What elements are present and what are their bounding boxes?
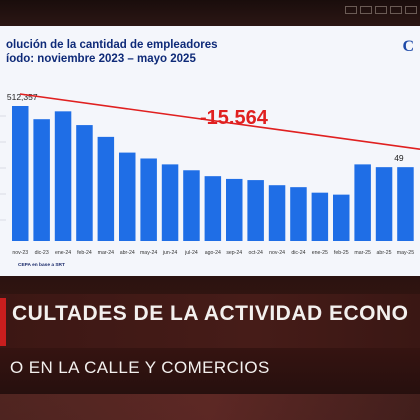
studio-top-strip <box>0 0 420 30</box>
first-value-label: 512,357 <box>7 92 38 102</box>
chart-bar <box>97 136 115 241</box>
difference-annotation: -15.564 <box>200 107 269 129</box>
x-tick-label: dic-24 <box>291 250 305 256</box>
headline-text: CULTADES DE LA ACTIVIDAD ECONO <box>12 302 409 325</box>
headline-accent <box>0 298 6 346</box>
x-tick-label: mar-25 <box>354 250 371 256</box>
background-graphic <box>0 394 420 420</box>
chart-bar <box>183 170 200 241</box>
studio-light <box>345 6 357 14</box>
chart-bar <box>12 106 29 241</box>
chart-bar <box>268 185 286 241</box>
x-tick-label: jul-24 <box>184 250 198 256</box>
chart-bar <box>119 152 136 241</box>
chart-bar <box>397 167 414 241</box>
headline-band <box>0 294 420 348</box>
chart-bar <box>354 164 371 241</box>
studio-light <box>360 6 372 14</box>
studio-light <box>390 6 402 14</box>
studio-light <box>405 6 417 14</box>
x-tick-label: jun-24 <box>162 250 178 256</box>
last-value-label: 49 <box>394 153 404 163</box>
x-tick-label: dic-23 <box>35 250 49 256</box>
chart-bar <box>375 167 393 241</box>
studio-light <box>375 6 387 14</box>
x-tick-label: sep-24 <box>226 250 242 256</box>
x-tick-label: abr-25 <box>377 250 392 256</box>
news-banner-area: CULTADES DE LA ACTIVIDAD ECONO O EN LA C… <box>0 276 420 420</box>
chart-bar <box>290 187 307 241</box>
source-label: CEPA en base a SRT <box>18 262 65 268</box>
chart-bar <box>311 192 329 241</box>
x-tick-label: may-24 <box>140 250 157 256</box>
x-tick-label: nov-23 <box>12 250 28 256</box>
chart-bar <box>76 125 93 241</box>
chart-bar <box>333 194 350 241</box>
trend-line <box>19 93 420 150</box>
x-tick-label: nov-24 <box>269 250 285 256</box>
x-tick-label: oct-24 <box>248 250 263 256</box>
chart-title-line1: olución de la cantidad de empleadores <box>6 39 218 51</box>
x-tick-label: mar-24 <box>98 250 115 256</box>
x-tick-label: may-25 <box>397 250 414 256</box>
chart-bar <box>33 119 50 241</box>
chart-bar <box>204 176 222 241</box>
x-tick-label: feb-25 <box>334 250 349 256</box>
chart-bar <box>54 111 72 242</box>
chart-title: olución de la cantidad de empleadores ío… <box>6 38 266 66</box>
x-tick-label: feb-24 <box>77 250 92 256</box>
source-logo: C <box>402 38 414 55</box>
chart-bar <box>247 180 264 241</box>
chart-title-line2: íodo: noviembre 2023 – mayo 2025 <box>6 53 196 65</box>
chart-screen: olución de la cantidad de empleadores ío… <box>0 26 420 278</box>
chart-bar <box>226 178 243 241</box>
employer-bar-chart: nov-23 dic-23 ene-24 feb-24 mar-24 abr-24 may-… <box>0 92 420 268</box>
subheadline-text: O EN LA CALLE Y COMERCIOS <box>10 358 270 377</box>
x-tick-label: ene-24 <box>55 250 71 256</box>
x-tick-label: abr-24 <box>120 250 135 256</box>
chart-bar <box>140 158 157 241</box>
x-tick-label: ago-24 <box>205 250 221 256</box>
x-tick-label: ene-25 <box>312 250 328 256</box>
chart-bar <box>161 164 179 241</box>
